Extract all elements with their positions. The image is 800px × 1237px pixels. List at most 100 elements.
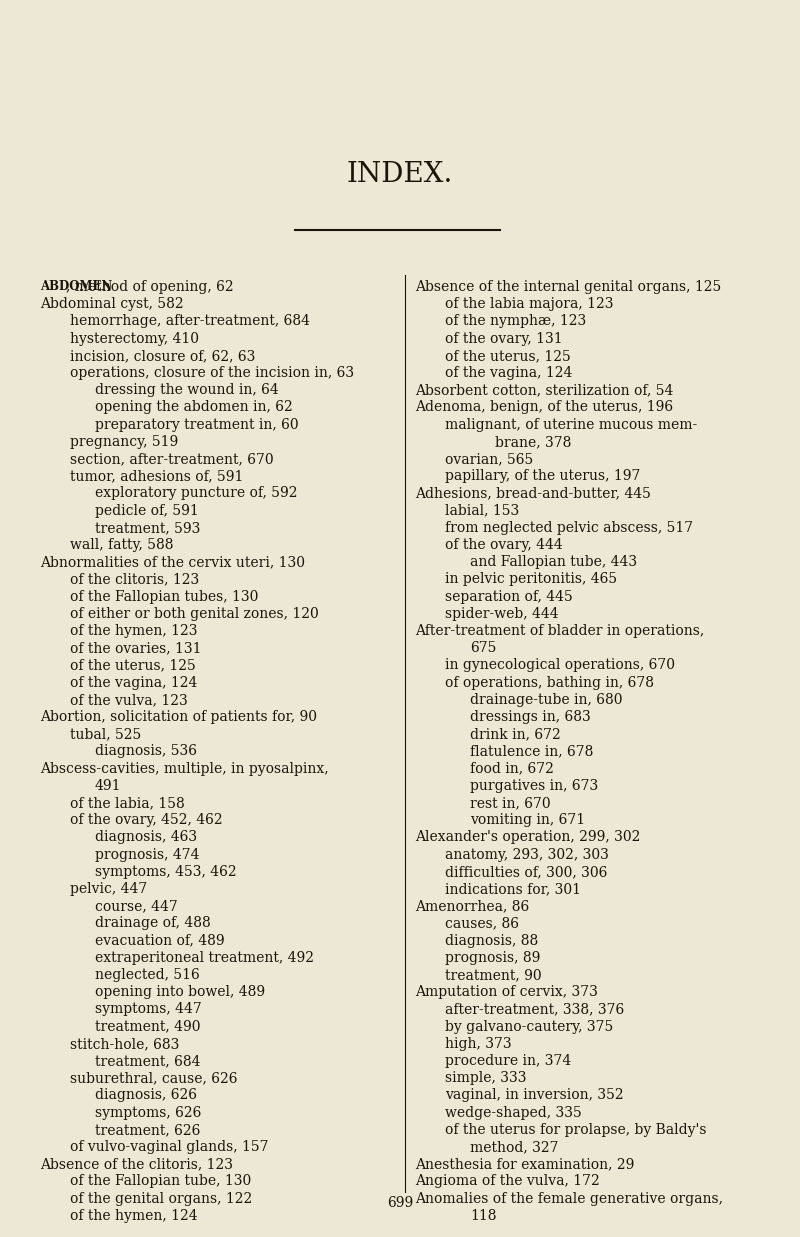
Text: malignant, of uterine mucous mem-: malignant, of uterine mucous mem- — [445, 418, 698, 432]
Text: Absence of the clitoris, 123: Absence of the clitoris, 123 — [40, 1157, 233, 1171]
Text: diagnosis, 88: diagnosis, 88 — [445, 934, 538, 948]
Text: Amputation of cervix, 373: Amputation of cervix, 373 — [415, 985, 598, 999]
Text: prognosis, 89: prognosis, 89 — [445, 951, 540, 965]
Text: causes, 86: causes, 86 — [445, 917, 519, 930]
Text: flatulence in, 678: flatulence in, 678 — [470, 745, 594, 758]
Text: opening into bowel, 489: opening into bowel, 489 — [95, 985, 265, 999]
Text: 699: 699 — [387, 1196, 413, 1210]
Text: prognosis, 474: prognosis, 474 — [95, 847, 199, 862]
Text: of the vulva, 123: of the vulva, 123 — [70, 693, 188, 706]
Text: method, 327: method, 327 — [470, 1141, 558, 1154]
Text: course, 447: course, 447 — [95, 899, 178, 913]
Text: operations, closure of the incision in, 63: operations, closure of the incision in, … — [70, 366, 354, 380]
Text: dressings in, 683: dressings in, 683 — [470, 710, 590, 724]
Text: vomiting in, 671: vomiting in, 671 — [470, 813, 585, 828]
Text: ovarian, 565: ovarian, 565 — [445, 452, 534, 466]
Text: of the vagina, 124: of the vagina, 124 — [70, 675, 198, 689]
Text: of the ovary, 131: of the ovary, 131 — [445, 332, 562, 345]
Text: symptoms, 453, 462: symptoms, 453, 462 — [95, 865, 237, 878]
Text: hysterectomy, 410: hysterectomy, 410 — [70, 332, 199, 345]
Text: 491: 491 — [95, 779, 122, 793]
Text: Abortion, solicitation of patients for, 90: Abortion, solicitation of patients for, … — [40, 710, 317, 724]
Text: Abscess-cavities, multiple, in pyosalpinx,: Abscess-cavities, multiple, in pyosalpin… — [40, 762, 329, 776]
Text: anatomy, 293, 302, 303: anatomy, 293, 302, 303 — [445, 847, 609, 862]
Text: section, after-treatment, 670: section, after-treatment, 670 — [70, 452, 274, 466]
Text: treatment, 684: treatment, 684 — [95, 1054, 201, 1068]
Text: wall, fatty, 588: wall, fatty, 588 — [70, 538, 174, 552]
Text: of operations, bathing in, 678: of operations, bathing in, 678 — [445, 675, 654, 689]
Text: exploratory puncture of, 592: exploratory puncture of, 592 — [95, 486, 298, 501]
Text: of the vagina, 124: of the vagina, 124 — [445, 366, 572, 380]
Text: drainage-tube in, 680: drainage-tube in, 680 — [470, 693, 622, 706]
Text: treatment, 490: treatment, 490 — [95, 1019, 201, 1034]
Text: of the Fallopian tubes, 130: of the Fallopian tubes, 130 — [70, 590, 258, 604]
Text: neglected, 516: neglected, 516 — [95, 969, 200, 982]
Text: procedure in, 374: procedure in, 374 — [445, 1054, 571, 1068]
Text: labial, 153: labial, 153 — [445, 503, 519, 517]
Text: preparatory treatment in, 60: preparatory treatment in, 60 — [95, 418, 298, 432]
Text: drainage of, 488: drainage of, 488 — [95, 917, 210, 930]
Text: of either or both genital zones, 120: of either or both genital zones, 120 — [70, 607, 318, 621]
Text: Amenorrhea, 86: Amenorrhea, 86 — [415, 899, 530, 913]
Text: of the genital organs, 122: of the genital organs, 122 — [70, 1191, 252, 1206]
Text: of the labia majora, 123: of the labia majora, 123 — [445, 297, 614, 312]
Text: of the nymphæ, 123: of the nymphæ, 123 — [445, 314, 586, 328]
Text: 675: 675 — [470, 641, 496, 656]
Text: of the uterus, 125: of the uterus, 125 — [445, 349, 570, 362]
Text: diagnosis, 626: diagnosis, 626 — [95, 1089, 197, 1102]
Text: After-treatment of bladder in operations,: After-treatment of bladder in operations… — [415, 623, 704, 638]
Text: stitch-hole, 683: stitch-hole, 683 — [70, 1037, 179, 1050]
Text: of the clitoris, 123: of the clitoris, 123 — [70, 573, 199, 586]
Text: Abnormalities of the cervix uteri, 130: Abnormalities of the cervix uteri, 130 — [40, 555, 305, 569]
Text: drink in, 672: drink in, 672 — [470, 727, 561, 741]
Text: of the hymen, 124: of the hymen, 124 — [70, 1209, 198, 1223]
Text: opening the abdomen in, 62: opening the abdomen in, 62 — [95, 401, 293, 414]
Text: vaginal, in inversion, 352: vaginal, in inversion, 352 — [445, 1089, 624, 1102]
Text: symptoms, 626: symptoms, 626 — [95, 1106, 202, 1119]
Text: brane, 378: brane, 378 — [495, 434, 571, 449]
Text: hemorrhage, after-treatment, 684: hemorrhage, after-treatment, 684 — [70, 314, 310, 328]
Text: treatment, 593: treatment, 593 — [95, 521, 200, 534]
Text: pedicle of, 591: pedicle of, 591 — [95, 503, 198, 517]
Text: indications for, 301: indications for, 301 — [445, 882, 581, 896]
Text: diagnosis, 463: diagnosis, 463 — [95, 830, 197, 845]
Text: and Fallopian tube, 443: and Fallopian tube, 443 — [470, 555, 637, 569]
Text: of vulvo-vaginal glands, 157: of vulvo-vaginal glands, 157 — [70, 1141, 269, 1154]
Text: from neglected pelvic abscess, 517: from neglected pelvic abscess, 517 — [445, 521, 693, 534]
Text: evacuation of, 489: evacuation of, 489 — [95, 934, 225, 948]
Text: of the ovaries, 131: of the ovaries, 131 — [70, 641, 202, 656]
Text: tubal, 525: tubal, 525 — [70, 727, 142, 741]
Text: Anesthesia for examination, 29: Anesthesia for examination, 29 — [415, 1157, 634, 1171]
Text: wedge-shaped, 335: wedge-shaped, 335 — [445, 1106, 582, 1119]
Text: purgatives in, 673: purgatives in, 673 — [470, 779, 598, 793]
Text: food in, 672: food in, 672 — [470, 762, 554, 776]
Text: incision, closure of, 62, 63: incision, closure of, 62, 63 — [70, 349, 255, 362]
Text: papillary, of the uterus, 197: papillary, of the uterus, 197 — [445, 469, 640, 484]
Text: tumor, adhesions of, 591: tumor, adhesions of, 591 — [70, 469, 243, 484]
Text: of the ovary, 444: of the ovary, 444 — [445, 538, 562, 552]
Text: spider-web, 444: spider-web, 444 — [445, 607, 558, 621]
Text: of the labia, 158: of the labia, 158 — [70, 795, 185, 810]
Text: Adhesions, bread-and-butter, 445: Adhesions, bread-and-butter, 445 — [415, 486, 651, 501]
Text: , method of opening, 62: , method of opening, 62 — [66, 280, 234, 294]
Text: ABDOMEN: ABDOMEN — [40, 280, 112, 293]
Text: pelvic, 447: pelvic, 447 — [70, 882, 147, 896]
Text: of the Fallopian tube, 130: of the Fallopian tube, 130 — [70, 1174, 251, 1189]
Text: Abdominal cyst, 582: Abdominal cyst, 582 — [40, 297, 184, 312]
Text: high, 373: high, 373 — [445, 1037, 512, 1050]
Text: of the hymen, 123: of the hymen, 123 — [70, 623, 198, 638]
Text: of the uterus for prolapse, by Baldy's: of the uterus for prolapse, by Baldy's — [445, 1123, 706, 1137]
Text: simple, 333: simple, 333 — [445, 1071, 526, 1085]
Text: INDEX.: INDEX. — [347, 162, 453, 188]
Text: Adenoma, benign, of the uterus, 196: Adenoma, benign, of the uterus, 196 — [415, 401, 673, 414]
Text: 118: 118 — [470, 1209, 497, 1223]
Text: Alexander's operation, 299, 302: Alexander's operation, 299, 302 — [415, 830, 640, 845]
Text: difficulties of, 300, 306: difficulties of, 300, 306 — [445, 865, 607, 878]
Text: pregnancy, 519: pregnancy, 519 — [70, 434, 178, 449]
Text: extraperitoneal treatment, 492: extraperitoneal treatment, 492 — [95, 951, 314, 965]
Text: Absorbent cotton, sterilization of, 54: Absorbent cotton, sterilization of, 54 — [415, 383, 674, 397]
Text: treatment, 626: treatment, 626 — [95, 1123, 200, 1137]
Text: after-treatment, 338, 376: after-treatment, 338, 376 — [445, 1002, 624, 1017]
Text: of the uterus, 125: of the uterus, 125 — [70, 658, 196, 673]
Text: symptoms, 447: symptoms, 447 — [95, 1002, 202, 1017]
